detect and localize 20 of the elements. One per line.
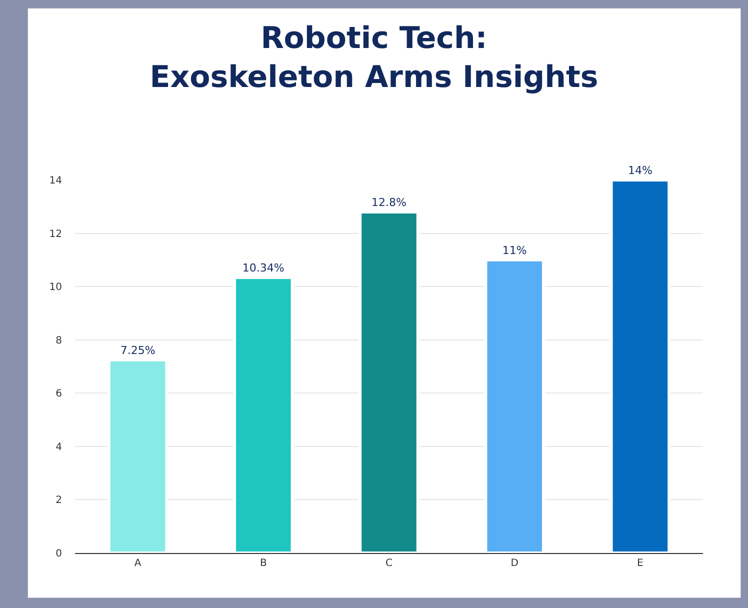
x-tick-label: D [510,558,519,569]
data-label: 14% [628,164,652,177]
data-label: 11% [502,244,527,257]
y-tick-label: 12 [49,228,62,240]
data-label: 7.25% [120,344,156,357]
data-label: 10.34% [242,262,284,275]
y-tick-label: 2 [56,495,62,506]
chart-title: Robotic Tech: Exoskeleton Arms Insights [150,21,598,96]
y-tick-label: 8 [56,335,62,346]
y-tick-label: 10 [49,282,62,294]
x-tick-label: A [134,558,142,569]
x-tick-label: C [386,558,393,569]
y-tick-label: 0 [56,548,62,560]
x-tick-label: E [637,558,644,569]
y-tick-label: 6 [56,388,62,400]
y-tick-label: 4 [56,442,62,453]
bar [610,180,671,553]
x-tick-label: B [260,558,267,569]
data-label: 12.8% [372,196,406,209]
y-tick-label: 14 [49,176,62,186]
